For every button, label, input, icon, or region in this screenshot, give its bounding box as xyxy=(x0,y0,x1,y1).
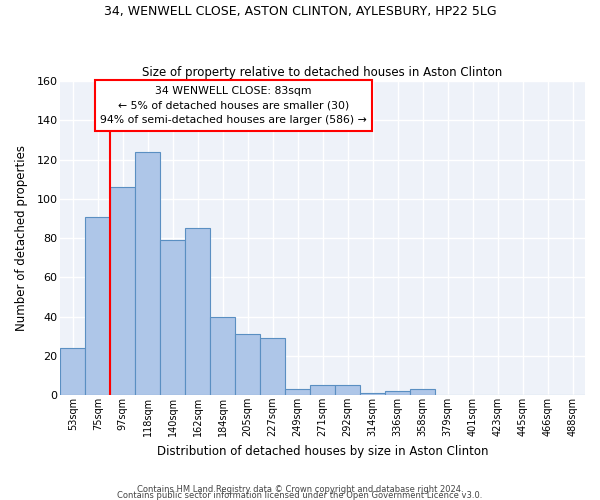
Text: Contains public sector information licensed under the Open Government Licence v3: Contains public sector information licen… xyxy=(118,490,482,500)
Bar xyxy=(335,386,360,396)
Bar xyxy=(135,152,160,396)
Bar xyxy=(210,316,235,396)
Text: Contains HM Land Registry data © Crown copyright and database right 2024.: Contains HM Land Registry data © Crown c… xyxy=(137,484,463,494)
Bar xyxy=(110,187,135,396)
Title: Size of property relative to detached houses in Aston Clinton: Size of property relative to detached ho… xyxy=(142,66,503,78)
Bar xyxy=(410,390,435,396)
Bar xyxy=(310,386,335,396)
Bar xyxy=(385,392,410,396)
X-axis label: Distribution of detached houses by size in Aston Clinton: Distribution of detached houses by size … xyxy=(157,444,488,458)
Bar xyxy=(160,240,185,396)
Bar xyxy=(235,334,260,396)
Bar xyxy=(185,228,210,396)
Y-axis label: Number of detached properties: Number of detached properties xyxy=(15,145,28,331)
Text: 34 WENWELL CLOSE: 83sqm
← 5% of detached houses are smaller (30)
94% of semi-det: 34 WENWELL CLOSE: 83sqm ← 5% of detached… xyxy=(100,86,367,126)
Bar xyxy=(60,348,85,396)
Bar xyxy=(85,216,110,396)
Bar xyxy=(285,390,310,396)
Bar xyxy=(360,394,385,396)
Text: 34, WENWELL CLOSE, ASTON CLINTON, AYLESBURY, HP22 5LG: 34, WENWELL CLOSE, ASTON CLINTON, AYLESB… xyxy=(104,5,496,18)
Bar xyxy=(260,338,285,396)
